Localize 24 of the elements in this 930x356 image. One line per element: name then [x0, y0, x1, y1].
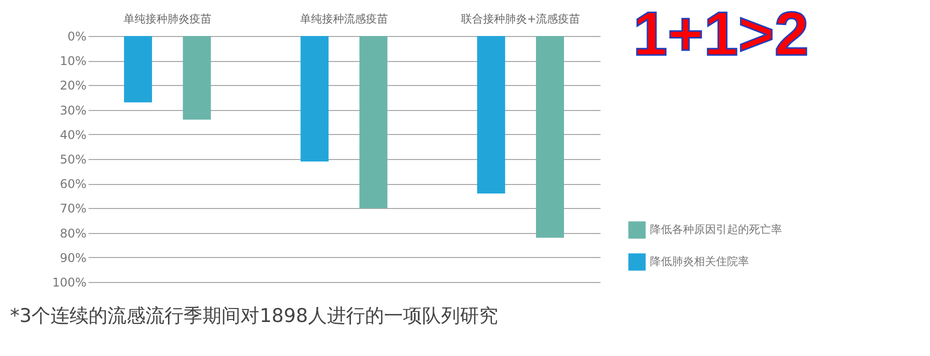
text: *3个连续的流感流行季期间对1898人进行的一项队列研究 — [10, 305, 498, 327]
y-tick-label: 30% — [60, 103, 86, 118]
bar — [124, 36, 152, 102]
text: 1+1>2 — [633, 0, 809, 69]
y-tick-label: 40% — [60, 128, 86, 142]
y-tick-label: 10% — [60, 54, 86, 68]
x-tick-label: 单纯接种流感疫苗 — [300, 12, 388, 26]
y-tick-label: 60% — [60, 177, 86, 192]
legend-label: 降低各种原因引起的死亡率 — [650, 223, 782, 236]
bar — [359, 36, 388, 208]
x-tick-label: 联合接种肺炎+流感疫苗 — [460, 12, 580, 26]
bar — [300, 36, 329, 162]
bar — [182, 36, 211, 120]
y-tick-label: 20% — [60, 78, 86, 93]
legend-label: 降低肺炎相关住院率 — [650, 255, 749, 268]
bar — [477, 36, 506, 194]
x-tick-label: 单纯接种肺炎疫苗 — [123, 12, 212, 26]
y-tick-label: 70% — [60, 202, 86, 216]
y-tick-label: 80% — [60, 226, 86, 240]
y-tick-label: 100% — [52, 276, 86, 290]
y-tick-label: 90% — [60, 250, 86, 265]
y-tick-label: 50% — [60, 152, 86, 166]
y-tick-label: 0% — [67, 30, 86, 44]
bar — [536, 36, 564, 238]
